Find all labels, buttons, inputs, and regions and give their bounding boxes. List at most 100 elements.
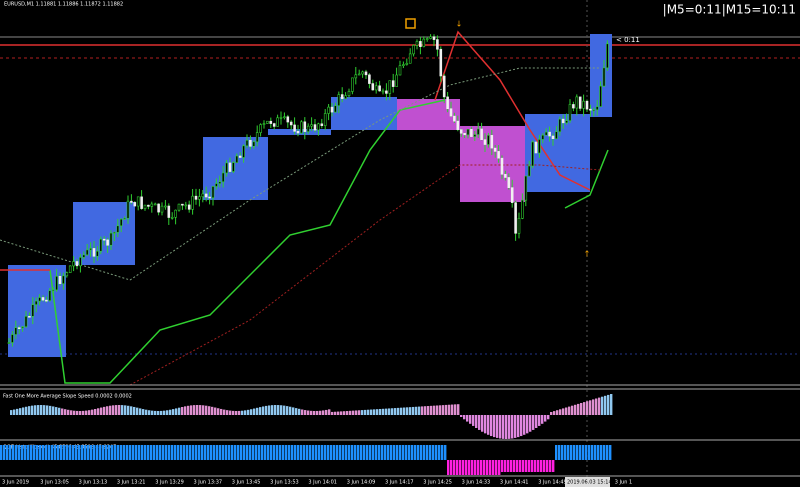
candle-body (364, 71, 368, 76)
slope-bar (40, 405, 43, 415)
qqe-bar (489, 460, 492, 475)
qqe-bar (387, 445, 390, 460)
slope-bar (124, 405, 127, 415)
signal-box (405, 18, 416, 29)
candle-body (293, 124, 296, 132)
timer: |M5=0:11|M15=10:11 (663, 3, 796, 17)
candle-body (405, 62, 409, 65)
qqe-bar (594, 445, 597, 460)
qqe-bar (600, 445, 603, 460)
qqe-bar (66, 445, 69, 460)
qqe-bar (603, 445, 606, 460)
candle-body (344, 95, 347, 99)
qqe-bar (108, 445, 111, 460)
qqe-bar (528, 460, 531, 472)
candle-body (34, 300, 38, 305)
candle-body (534, 141, 538, 154)
slope-bar (67, 409, 70, 415)
candle-body (378, 85, 381, 92)
qqe-bar (63, 445, 66, 460)
slope-bar (508, 415, 511, 439)
slope-bar (490, 415, 493, 437)
qqe-bar (333, 445, 336, 460)
qqe-bar (591, 445, 594, 460)
slope-bar (424, 406, 427, 415)
qqe-bar (75, 445, 78, 460)
qqe-bar (459, 460, 462, 475)
qqe-bar (276, 445, 279, 460)
qqe-bar (264, 445, 267, 460)
slope-bar (250, 409, 253, 415)
qqe-bar (546, 460, 549, 472)
qqe-bar (216, 445, 219, 460)
slope-bar (421, 406, 424, 415)
qqe-bar (159, 445, 162, 460)
slope-bar (349, 410, 352, 415)
symbol-info: EURUSD,M1 1.11881 1.11886 1.11872 1.1188… (4, 2, 123, 8)
slope-bar (337, 411, 340, 415)
slope-bar (112, 405, 115, 415)
candle-body (119, 218, 123, 227)
candle-body (201, 193, 205, 197)
qqe-bar (54, 445, 57, 460)
qqe-bar (120, 445, 123, 460)
qqe-bar (549, 460, 552, 472)
slope-bar (31, 405, 34, 415)
slope-bar (346, 411, 349, 415)
candle-body (21, 326, 24, 329)
time-label: 3 Jun 13:29 (155, 480, 184, 486)
trend-line (564, 149, 609, 209)
candle-body (374, 85, 378, 91)
slope-bar (22, 407, 25, 415)
candle-body (558, 118, 562, 133)
slope-bar (328, 409, 331, 415)
slope-bar (172, 409, 175, 415)
slope-bar (301, 409, 304, 415)
candle-body (289, 121, 293, 126)
candle-body (510, 187, 514, 203)
qqe-bar (267, 445, 270, 460)
slope-bar (103, 406, 106, 415)
qqe-bar (453, 460, 456, 475)
candle-body (419, 41, 422, 47)
candle-body (337, 94, 341, 106)
time-label: 3 Jun 2019 (2, 480, 29, 486)
qqe-bar (297, 445, 300, 460)
slope-bar (142, 409, 145, 415)
candle-body (218, 181, 222, 184)
slope-bar (220, 408, 223, 415)
candle-body (28, 315, 31, 318)
qqe-bar (84, 445, 87, 460)
qqe-bar (198, 445, 201, 460)
candle-body (68, 265, 72, 273)
candle-body (585, 100, 589, 110)
time-label: 3 Jun 13:21 (117, 480, 146, 486)
candle-body (286, 116, 290, 123)
slope-bar (109, 405, 112, 415)
slope-bar (466, 415, 469, 422)
candle-body (11, 334, 14, 343)
candle-body (317, 123, 320, 131)
qqe-bar (177, 445, 180, 460)
slope-bar (565, 407, 568, 415)
slope-bar (82, 410, 85, 415)
qqe-bar (90, 445, 93, 460)
countdown: < 0:11 (616, 36, 640, 44)
qqe-bar (540, 460, 543, 472)
qqe-bar (513, 460, 516, 472)
qqe-bar (270, 445, 273, 460)
qqe-bar (93, 445, 96, 460)
candle-body (599, 85, 602, 107)
slope-bar (370, 409, 373, 415)
qqe-bar (186, 445, 189, 460)
candle-body (204, 193, 208, 198)
slope-bar (289, 406, 292, 415)
slope-bar (265, 405, 268, 415)
candle-body (7, 342, 11, 344)
qqe-bar (102, 445, 105, 460)
slope-bar (52, 406, 55, 415)
qqe-bar (354, 445, 357, 460)
candle-body (245, 139, 249, 147)
candle-body (473, 134, 477, 137)
slope-bar (517, 415, 520, 438)
